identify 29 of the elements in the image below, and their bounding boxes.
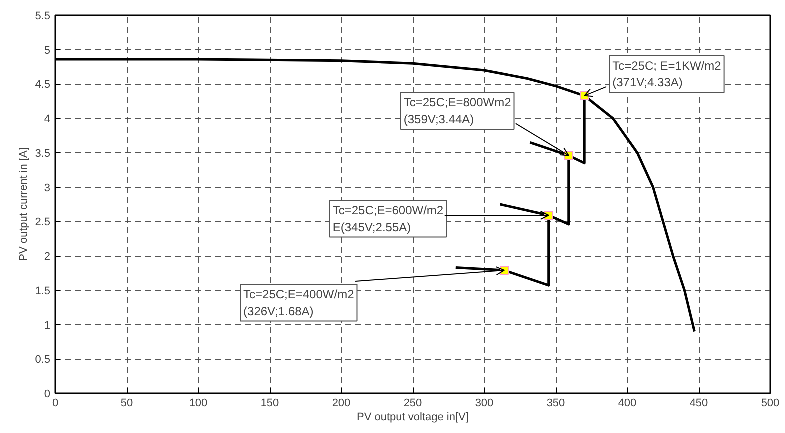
y-tick-label: 5 [44, 44, 51, 57]
y-tick-label: 4.5 [35, 79, 51, 92]
y-tick-label: 3.5 [35, 148, 51, 160]
y-tick-label: 4 [44, 114, 51, 126]
y-tick-label: 1.5 [35, 285, 51, 298]
x-tick-label: 450 [690, 398, 708, 410]
x-tick-label: 300 [475, 398, 494, 410]
x-tick-label: 350 [546, 398, 566, 410]
annotation: Tc=25C;E=800Wm2 (359V;3.44A) [404, 96, 512, 127]
x-tick-label: 150 [260, 398, 280, 410]
annotation: Tc=25C;E=400W/m2 (326V;1.68A) [244, 287, 355, 318]
x-axis-title: PV output voltage in[V] [357, 412, 469, 424]
y-tick-label: 1 [44, 320, 51, 332]
x-tick-label: 50 [120, 398, 134, 410]
y-axis-title: PV output current in [A] [18, 148, 30, 262]
x-tick-label: 400 [618, 398, 637, 410]
y-tick-label: 2.5 [35, 216, 51, 229]
x-tick-label: 0 [52, 398, 59, 410]
annotation: Tc=25C;E=600W/m2 E(345V;2.55A) [332, 203, 444, 234]
x-tick-label: 250 [404, 398, 422, 410]
x-tick-label: 100 [189, 398, 208, 410]
y-tick-label: 2 [44, 251, 51, 264]
y-tick-label: 0 [44, 388, 51, 400]
y-tick-label: 5.5 [35, 10, 51, 22]
x-tick-label: 200 [332, 398, 351, 410]
y-tick-label: 3 [44, 182, 51, 194]
annotation: Tc=25C; E=1KW/m2 (371V;4.33A) [612, 58, 722, 90]
y-tick-label: 0.5 [35, 354, 51, 366]
x-tick-label: 500 [761, 398, 780, 410]
